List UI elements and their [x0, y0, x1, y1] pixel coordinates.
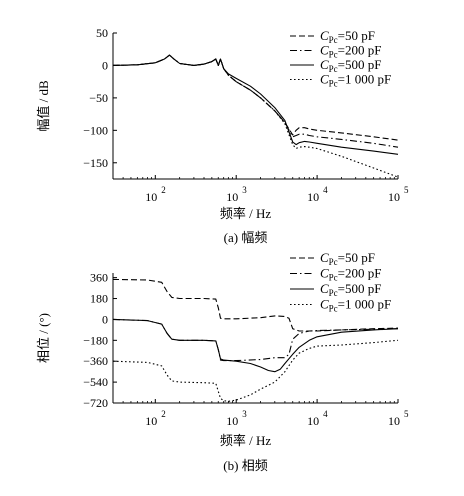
y-tick-label: 0	[102, 58, 108, 72]
legend-label: CPc=500 pF	[320, 281, 381, 298]
x-tick-label: 10	[226, 190, 238, 204]
x-tick-label: 10	[226, 414, 238, 428]
y-tick-label: −50	[89, 91, 108, 105]
x-tick-label: 10	[388, 190, 400, 204]
x-tick-exponent: 2	[161, 409, 166, 419]
x-tick-exponent: 3	[242, 185, 247, 195]
y-tick-label: 360	[90, 271, 108, 285]
legend-label: CPc=200 pF	[320, 266, 381, 283]
y-axis-label: 幅值 / dB	[36, 80, 51, 132]
series-line	[112, 54, 399, 155]
magnitude-chart: 50 0 −50 −100 −150 10 2 10 3 10 4 10 5 CPc=50 pFCPc=2…	[36, 26, 409, 245]
legend-label: CPc=50 pF	[320, 28, 375, 45]
series-line	[112, 318, 399, 373]
x-tick-exponent: 3	[242, 409, 247, 419]
x-tick-exponent: 5	[404, 185, 409, 195]
y-tick-label: −100	[83, 123, 108, 137]
x-tick-exponent: 4	[323, 185, 328, 195]
x-tick-exponent: 4	[323, 409, 328, 419]
chart-caption: (b) 相频	[223, 458, 267, 473]
series-line	[112, 318, 399, 362]
x-tick-label: 10	[388, 414, 400, 428]
series-line	[112, 54, 399, 141]
y-tick-label: −360	[83, 354, 108, 368]
y-tick-label: −720	[83, 396, 108, 410]
legend-label: CPc=50 pF	[320, 250, 375, 267]
x-axis-label: 频率 / Hz	[220, 206, 272, 221]
y-tick-label: 180	[90, 292, 108, 306]
y-tick-label: −540	[83, 375, 108, 389]
series-line	[112, 54, 399, 178]
legend-label: CPc=500 pF	[320, 57, 381, 74]
legend-label: CPc=200 pF	[320, 43, 381, 60]
y-tick-label: −150	[83, 156, 108, 170]
x-tick-exponent: 2	[161, 185, 166, 195]
y-tick-label: 50	[96, 26, 108, 40]
legend-label: CPc=1 000 pF	[320, 297, 391, 314]
x-tick-label: 10	[307, 414, 319, 428]
chart-caption: (a) 幅频	[224, 230, 268, 245]
x-axis-label: 频率 / Hz	[220, 433, 272, 448]
series-line	[112, 339, 399, 402]
x-tick-label: 10	[145, 190, 157, 204]
phase-chart: 360 180 0 −180 −360 −540 −720 10 2 10 3 10 4 10 5 CPc=5…	[36, 250, 409, 473]
y-tick-label: 0	[102, 312, 108, 326]
x-tick-label: 10	[307, 190, 319, 204]
x-tick-label: 10	[145, 414, 157, 428]
x-tick-exponent: 5	[404, 409, 409, 419]
legend-label: CPc=1 000 pF	[320, 72, 391, 89]
y-tick-label: −180	[83, 333, 108, 347]
y-axis-label: 相位 / (°)	[36, 313, 51, 363]
